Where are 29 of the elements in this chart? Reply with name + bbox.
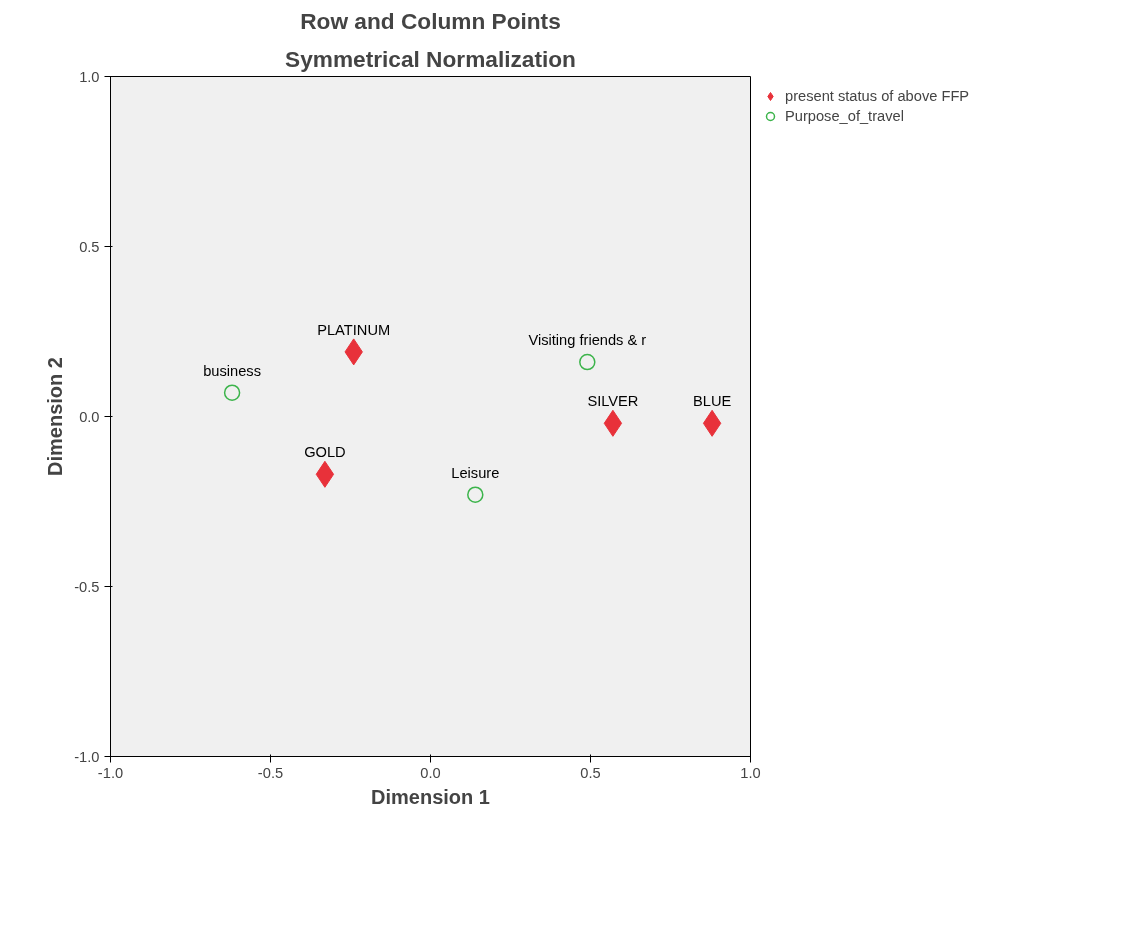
annotation: Visiting friends & r [528, 332, 647, 349]
annotation: Leisure [451, 464, 500, 481]
y-tick-label: 0.0 [79, 408, 100, 425]
x-tick-label: 0.0 [420, 764, 441, 781]
annotation: business [203, 362, 262, 379]
point [702, 409, 722, 437]
annotation: PLATINUM [317, 321, 391, 338]
y-axis-title: Dimension 2 [44, 357, 67, 476]
x-tick-label: -0.5 [257, 764, 284, 781]
legend-label: present status of above FFP [785, 88, 970, 104]
y-tick-label: -1.0 [74, 748, 100, 765]
point [467, 486, 484, 503]
x-tick-label: 1.0 [740, 764, 761, 781]
x-axis-title: Dimension 1 [371, 785, 490, 808]
y-tick-label: 1.0 [79, 68, 100, 85]
y-tick-label: -0.5 [74, 578, 100, 595]
point [223, 384, 241, 401]
point [579, 353, 596, 371]
point [315, 460, 335, 488]
point [603, 409, 623, 437]
x-tick-label: 0.5 [580, 764, 601, 781]
chart-subtitle: Symmetrical Normalization [285, 45, 576, 72]
y-tick-label: 0.5 [79, 238, 100, 255]
annotation: BLUE [692, 393, 732, 410]
chart-title: Row and Column Points [300, 7, 561, 34]
annotation: SILVER [587, 393, 639, 410]
annotation: GOLD [304, 444, 346, 461]
legend-label: Purpose_of_travel [785, 108, 904, 124]
x-tick-label: -1.0 [97, 764, 124, 781]
